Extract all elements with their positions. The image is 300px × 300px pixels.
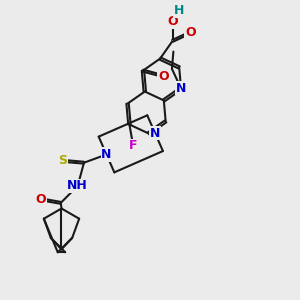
Text: F: F [129, 139, 137, 152]
Text: N: N [176, 82, 186, 95]
Text: NH: NH [68, 179, 88, 192]
Text: N: N [150, 127, 160, 140]
Text: O: O [35, 193, 46, 206]
Text: O: O [158, 70, 169, 83]
Text: N: N [101, 148, 112, 161]
Text: H: H [174, 4, 184, 17]
Text: C: C [172, 40, 173, 41]
Text: O: O [185, 26, 196, 39]
Text: O: O [167, 15, 178, 28]
Text: S: S [58, 154, 68, 167]
